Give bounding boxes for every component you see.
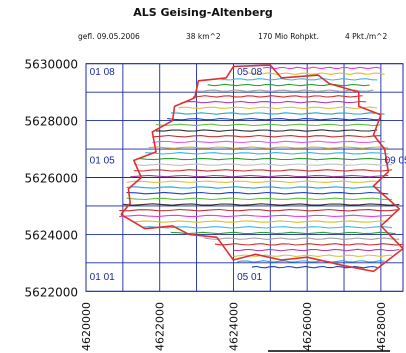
y-tick-label: 5630000 bbox=[25, 58, 78, 72]
tile-label: 01 01 bbox=[90, 272, 115, 283]
strip-line bbox=[167, 117, 381, 121]
tile-label: 09 05 bbox=[385, 155, 406, 166]
boundary-line bbox=[120, 64, 404, 273]
strip-line bbox=[233, 248, 400, 252]
chart-subtitle-area: 38 km^2 bbox=[186, 32, 221, 41]
strip-line bbox=[203, 237, 400, 240]
x-tick-label: 4628000 bbox=[375, 302, 388, 351]
strip-line bbox=[181, 100, 367, 104]
strip-line bbox=[170, 231, 396, 235]
chart-subtitle-points: 170 Mio Rohpkt. bbox=[258, 32, 319, 41]
strip-line bbox=[155, 123, 381, 127]
grid-layer bbox=[85, 63, 404, 292]
strip-line bbox=[192, 95, 363, 98]
boundary-layer bbox=[120, 64, 404, 273]
strip-line bbox=[133, 220, 389, 223]
x-tick-label: 4624000 bbox=[227, 302, 240, 351]
strip-line bbox=[119, 208, 400, 212]
strip-line bbox=[126, 180, 381, 184]
strip-line bbox=[178, 106, 378, 110]
strip-line bbox=[144, 152, 389, 155]
strip-line bbox=[148, 146, 389, 149]
strip-line bbox=[152, 134, 381, 138]
strip-line bbox=[214, 243, 404, 246]
strip-line bbox=[137, 157, 389, 161]
x-tick-label: 4626000 bbox=[301, 302, 314, 351]
strip-line bbox=[236, 260, 385, 263]
y-tick-label: 5622000 bbox=[25, 285, 78, 299]
strip-line bbox=[248, 72, 385, 75]
tile-label: 01 05 bbox=[90, 155, 115, 166]
strip-line bbox=[152, 140, 385, 144]
strip-line bbox=[218, 78, 378, 81]
strip-line bbox=[126, 197, 392, 201]
y-tick-label: 5624000 bbox=[25, 228, 78, 242]
strip-line bbox=[130, 174, 389, 178]
strip-line bbox=[119, 214, 392, 218]
strip-line bbox=[133, 169, 392, 172]
strip-line bbox=[170, 112, 385, 115]
tile-label: 05 01 bbox=[237, 272, 262, 283]
tick-layer: 5630000 5628000 5626000 5624000 562200046200… bbox=[25, 58, 388, 351]
y-tick-label: 5626000 bbox=[25, 172, 78, 186]
strip-line bbox=[126, 186, 381, 189]
chart-subtitle-density: 4 Pkt./m^2 bbox=[345, 32, 388, 41]
x-tick-label: 4620000 bbox=[80, 302, 93, 351]
strip-line bbox=[141, 226, 392, 229]
strip-line bbox=[251, 265, 378, 269]
chart-subtitle-date: gefl. 09.05.2006 bbox=[78, 32, 140, 41]
strip-line bbox=[133, 163, 392, 166]
strip-line bbox=[207, 83, 370, 87]
strip-line bbox=[126, 191, 389, 195]
tile-label: 05 08 bbox=[237, 67, 262, 78]
tile-label: 01 08 bbox=[90, 67, 115, 78]
strip-layer bbox=[119, 66, 404, 269]
tile-label-layer: 01 08 05 08 01 05 09 05 01 01 05 01 bbox=[90, 67, 406, 283]
x-tick-label: 4622000 bbox=[154, 302, 167, 351]
strip-line bbox=[155, 129, 378, 132]
strip-line bbox=[262, 66, 382, 70]
strip-line bbox=[196, 89, 374, 92]
strip-line bbox=[122, 203, 400, 206]
chart-title: ALS Geising-Altenberg bbox=[133, 6, 273, 19]
y-tick-label: 5628000 bbox=[25, 115, 78, 129]
